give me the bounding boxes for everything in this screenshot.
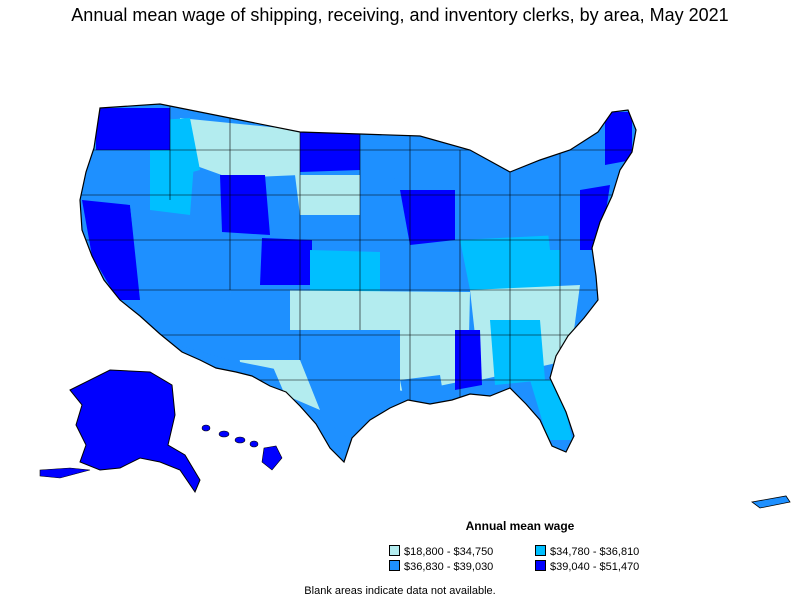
region-north-dakota xyxy=(300,130,360,172)
legend-item-1: $18,800 - $34,750 xyxy=(389,545,493,559)
region-new-mexico xyxy=(230,290,290,360)
region-alabama-mississippi xyxy=(455,330,482,390)
legend-swatch-1 xyxy=(389,545,400,556)
us-mainland-map xyxy=(80,104,636,462)
legend-swatch-2 xyxy=(535,545,546,556)
legend-item-2: $34,780 - $36,810 xyxy=(535,545,639,559)
puerto-rico-map xyxy=(751,495,791,509)
hawaii-map xyxy=(201,424,283,471)
legend-label-3: $36,830 - $39,030 xyxy=(404,561,494,573)
region-arizona xyxy=(150,270,230,360)
legend-label-1: $18,800 - $34,750 xyxy=(404,546,494,558)
region-texas xyxy=(280,330,400,440)
legend-swatch-4 xyxy=(535,560,546,571)
legend-label-2: $34,780 - $36,810 xyxy=(550,546,640,558)
legend-item-4: $39,040 - $51,470 xyxy=(535,560,639,574)
region-oregon xyxy=(86,150,150,195)
region-northern-plains xyxy=(180,118,300,178)
map-title: Annual mean wage of shipping, receiving,… xyxy=(71,5,729,25)
region-kansas xyxy=(310,250,380,295)
legend-item-3: $36,830 - $39,030 xyxy=(389,560,493,574)
region-idaho xyxy=(150,150,195,215)
region-washington xyxy=(96,108,170,150)
region-maine xyxy=(605,112,632,165)
us-mainland-outline xyxy=(79,103,637,464)
legend-label-4: $39,040 - $51,470 xyxy=(550,561,640,573)
region-texas-west xyxy=(270,360,320,410)
legend-swatch-3 xyxy=(389,560,400,571)
region-wyoming xyxy=(220,175,270,235)
region-colorado xyxy=(260,238,312,285)
region-georgia xyxy=(490,320,545,385)
footnote: Blank areas indicate data not available. xyxy=(304,585,496,597)
region-wisconsin-illinois xyxy=(400,190,455,245)
region-louisiana xyxy=(400,375,445,405)
alaska-map xyxy=(39,369,201,494)
legend-title: Annual mean wage xyxy=(465,519,575,533)
region-nevada xyxy=(130,205,180,290)
region-california xyxy=(82,200,140,300)
